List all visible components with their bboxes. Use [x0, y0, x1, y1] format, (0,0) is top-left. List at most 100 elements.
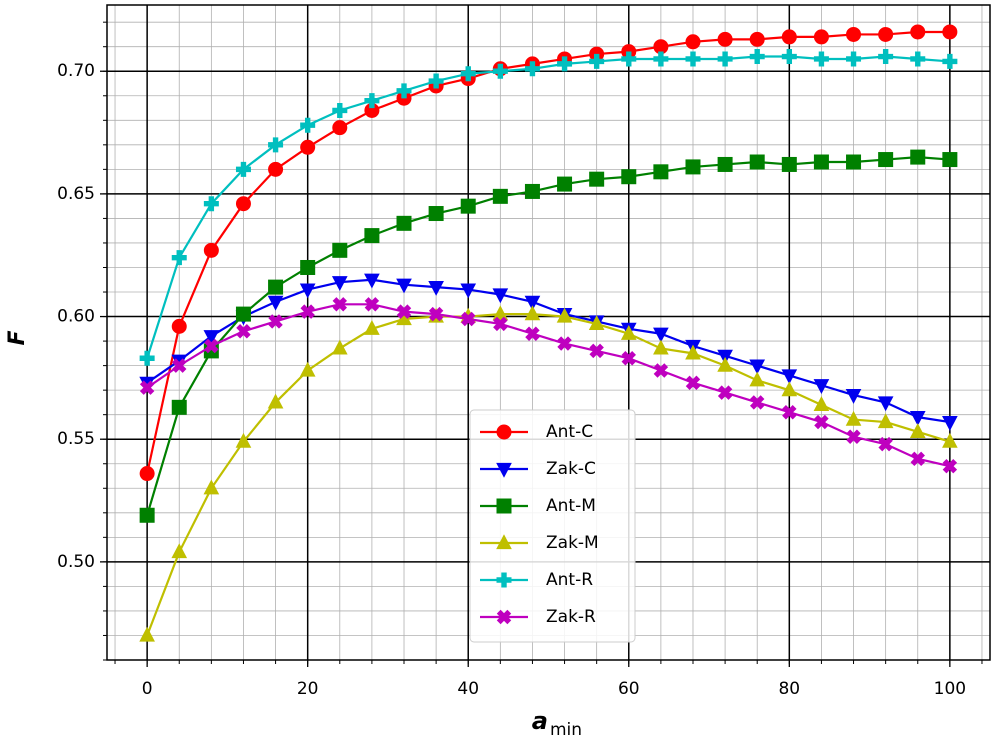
series-line [146, 313, 951, 636]
marker [139, 507, 155, 523]
x-tick-label: 60 [618, 679, 640, 699]
marker [781, 49, 797, 65]
marker [364, 320, 380, 335]
marker [588, 315, 605, 331]
series-line [146, 55, 950, 359]
x-axis-label: a [532, 707, 548, 735]
series [139, 297, 958, 474]
marker [524, 61, 540, 77]
marker [942, 24, 958, 40]
marker [496, 609, 512, 625]
marker [267, 295, 284, 311]
marker [235, 196, 251, 212]
y-tick-label: 0.60 [57, 307, 95, 327]
legend-label: Zak-C [546, 459, 596, 479]
marker [717, 156, 733, 172]
legend-label: Zak-R [546, 607, 596, 627]
marker [268, 279, 284, 295]
marker [364, 273, 380, 289]
marker [496, 498, 512, 514]
legend-label: Ant-C [546, 422, 593, 442]
marker [878, 26, 894, 42]
marker [139, 380, 155, 395]
marker [621, 351, 636, 366]
marker [685, 344, 701, 360]
marker [717, 31, 733, 47]
marker [332, 297, 348, 312]
marker [300, 259, 316, 275]
marker [878, 152, 894, 168]
marker [396, 304, 412, 319]
marker [557, 56, 573, 72]
marker [942, 458, 958, 474]
legend-label: Ant-M [546, 496, 596, 516]
marker [909, 411, 926, 426]
marker [172, 358, 187, 373]
marker [877, 396, 894, 412]
marker [717, 51, 733, 67]
marker [300, 139, 316, 155]
marker [332, 120, 348, 136]
marker [781, 381, 798, 397]
marker [268, 137, 284, 153]
marker [589, 343, 604, 359]
y-tick-label: 0.50 [57, 552, 95, 572]
series-line [146, 278, 951, 424]
marker [813, 396, 830, 411]
marker [749, 31, 765, 47]
marker [171, 318, 187, 334]
marker [653, 363, 669, 378]
marker [589, 53, 605, 69]
x-tick-label: 80 [778, 679, 800, 699]
marker [460, 198, 476, 214]
marker [845, 410, 862, 426]
legend-label: Zak-M [546, 533, 599, 553]
marker [268, 314, 283, 329]
marker [653, 51, 669, 67]
marker [813, 29, 829, 45]
marker [749, 371, 766, 387]
series [139, 24, 958, 482]
marker [909, 423, 926, 438]
marker [910, 24, 926, 40]
y-axis-label: F [5, 330, 30, 345]
marker [236, 324, 251, 339]
x-tick-label: 20 [297, 679, 319, 699]
marker [331, 276, 348, 291]
y-tick-label: 0.70 [57, 61, 95, 81]
marker [813, 379, 830, 395]
marker [428, 73, 444, 89]
marker [717, 356, 733, 372]
marker [749, 49, 765, 65]
marker [621, 169, 637, 185]
marker [396, 215, 412, 231]
marker [331, 339, 348, 355]
marker [204, 338, 219, 354]
marker [492, 288, 509, 304]
plot-frame [106, 4, 991, 661]
marker [942, 53, 958, 69]
marker [171, 250, 187, 266]
marker [910, 149, 926, 165]
marker [428, 281, 444, 296]
marker [461, 311, 476, 327]
marker [878, 436, 893, 452]
marker [267, 393, 284, 409]
marker [685, 159, 701, 175]
marker [846, 429, 861, 444]
marker [749, 359, 766, 375]
series-line [146, 30, 950, 474]
marker [557, 176, 573, 192]
marker [685, 375, 701, 391]
marker [846, 154, 862, 170]
marker [781, 369, 798, 385]
marker [364, 228, 380, 244]
marker [524, 295, 541, 311]
marker [203, 196, 219, 212]
marker [493, 316, 508, 332]
marker [620, 324, 637, 340]
marker [781, 156, 797, 172]
marker [460, 283, 477, 299]
marker [749, 154, 765, 170]
marker [428, 306, 444, 322]
